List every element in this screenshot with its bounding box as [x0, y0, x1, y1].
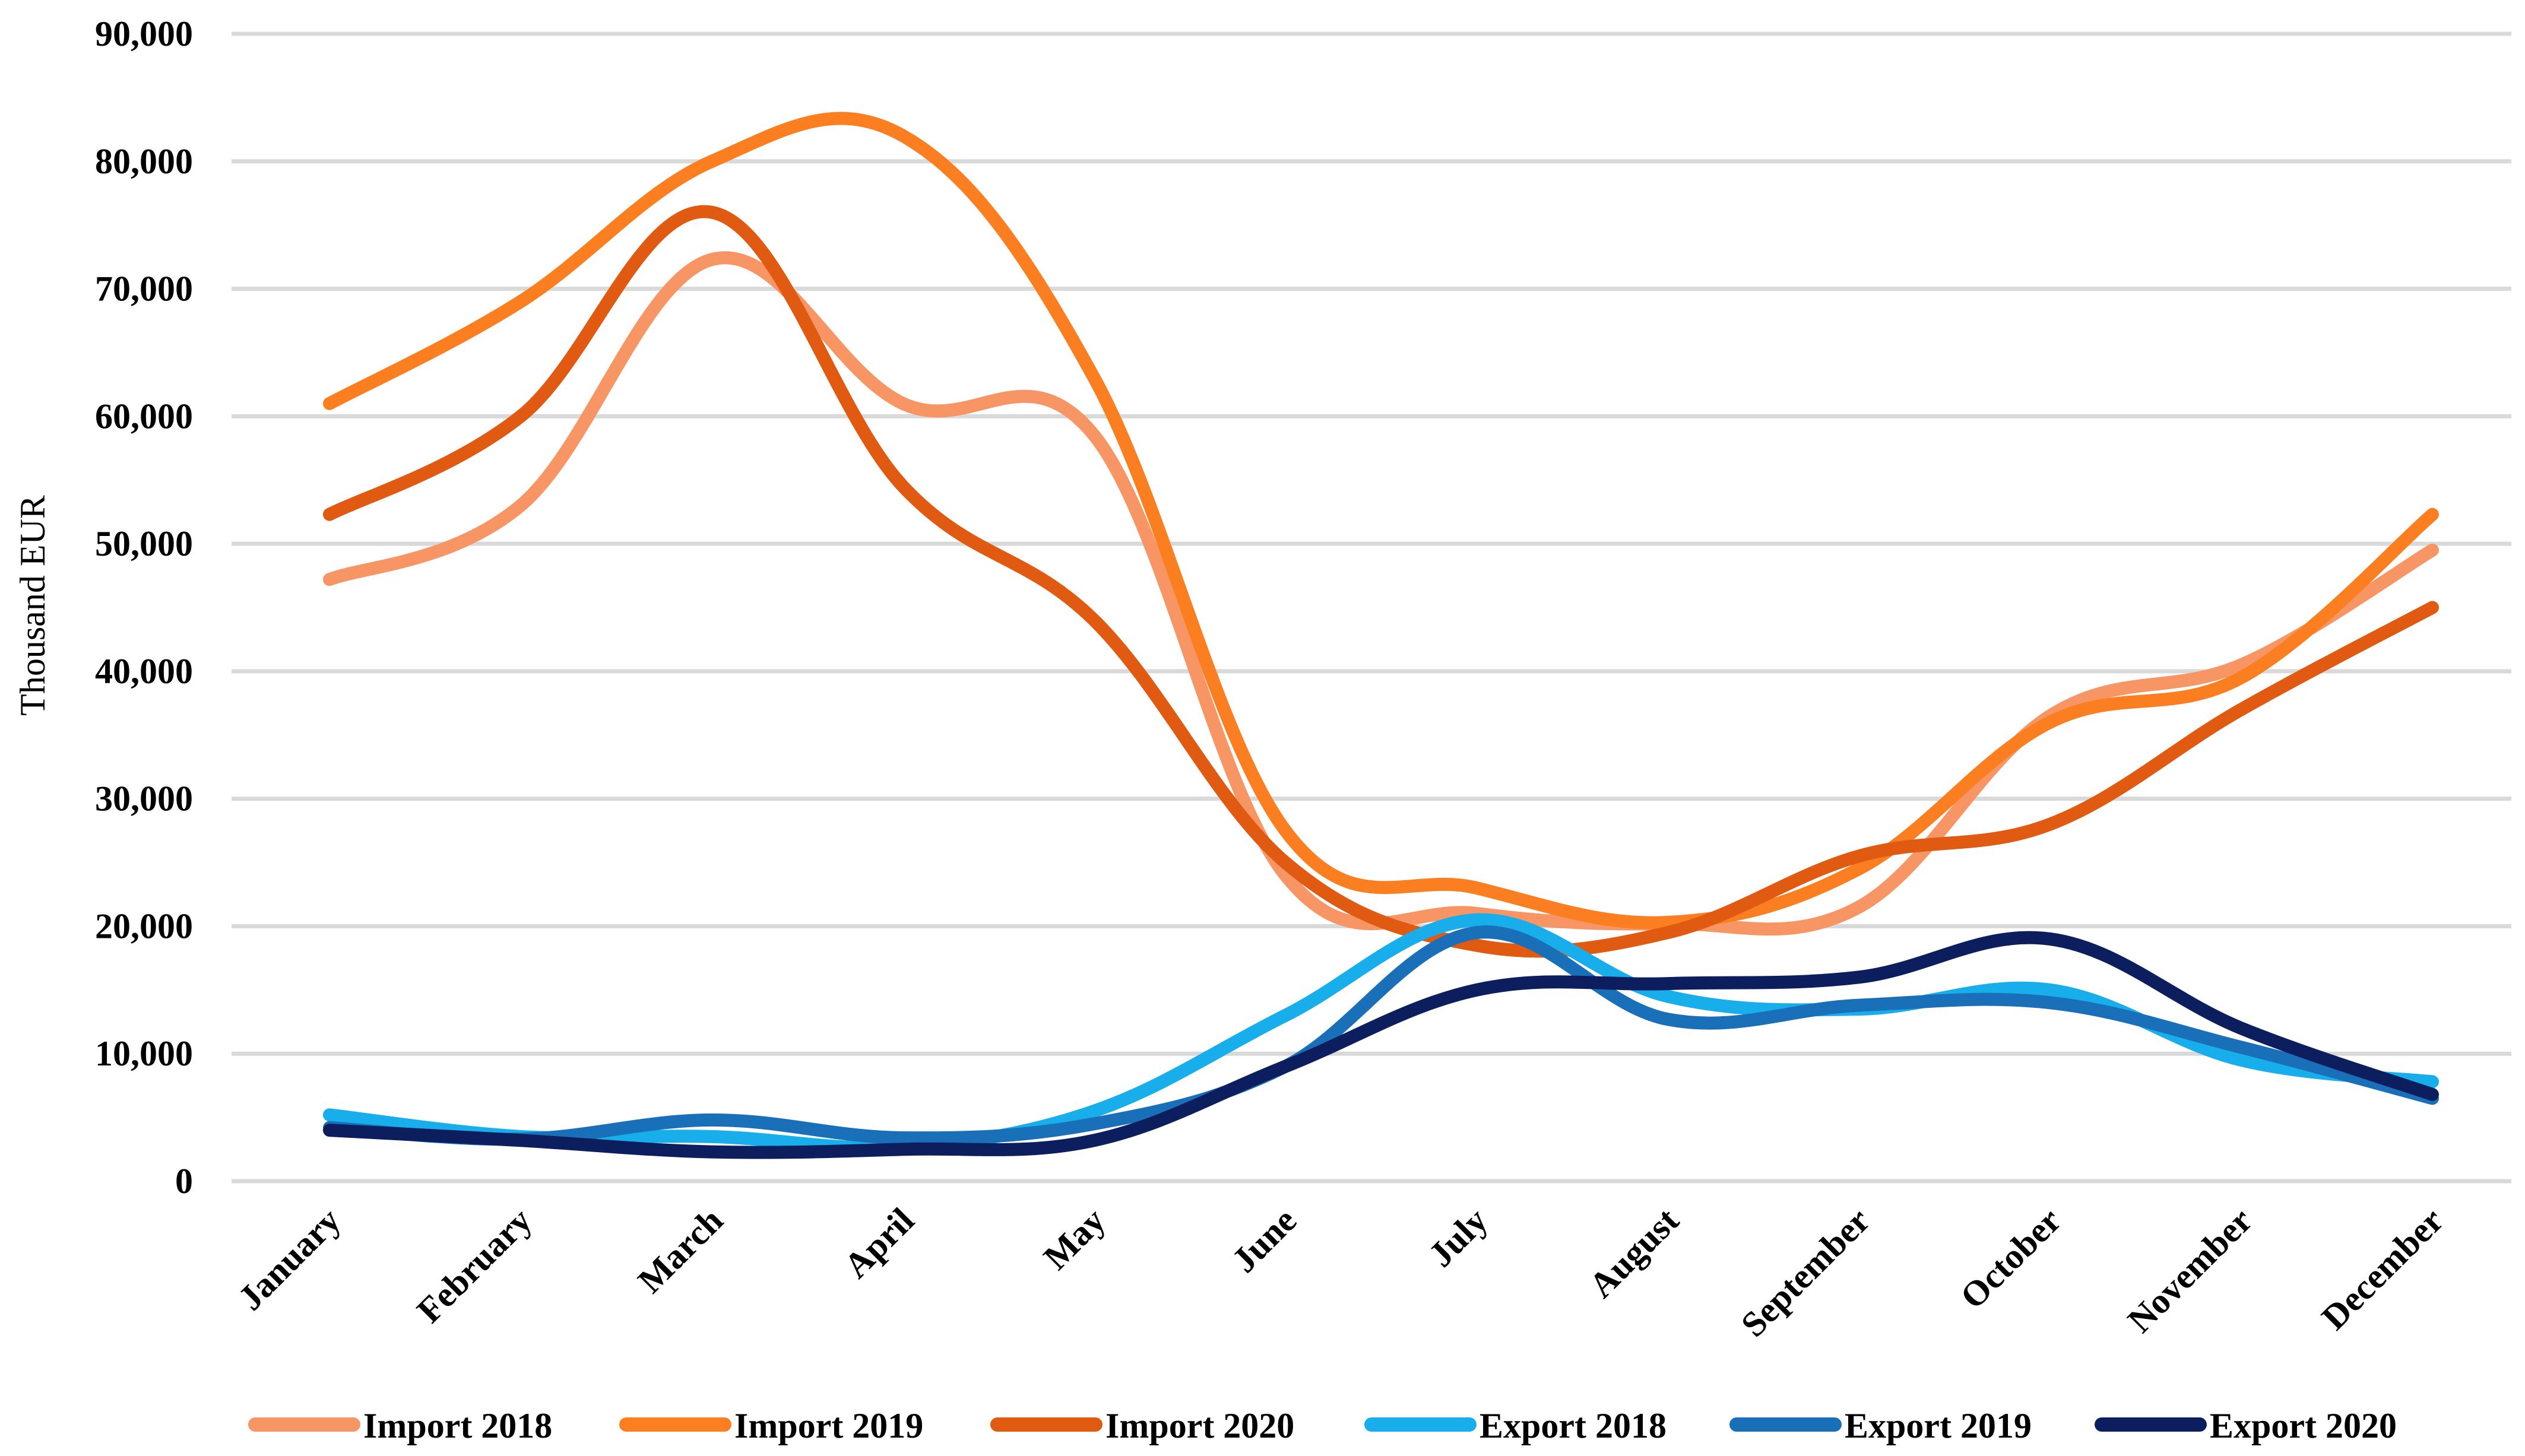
legend-label-import-2018: Import 2018 — [363, 1406, 552, 1445]
y-tick-label: 40,000 — [95, 652, 193, 691]
y-axis-ticks: 0 10,000 20,000 30,000 40,000 50,000 60,000 70,… — [95, 14, 193, 1201]
y-tick-label: 10,000 — [95, 1034, 193, 1073]
series-line-export-2020 — [323, 931, 2439, 1159]
y-tick-label: 70,000 — [95, 269, 193, 309]
x-tick-label: January — [231, 1201, 349, 1318]
x-tick-label: March — [631, 1201, 730, 1300]
legend-label-export-2018: Export 2018 — [1479, 1406, 1667, 1445]
x-axis-ticks: January February March April May June July Augu… — [231, 1201, 2451, 1344]
x-tick-label: November — [2120, 1201, 2260, 1340]
x-tick-label: December — [2314, 1201, 2451, 1337]
series-lines — [323, 112, 2439, 1159]
y-tick-label: 90,000 — [95, 14, 193, 53]
series-line-export-2018 — [323, 913, 2439, 1154]
series-line-import-2019 — [323, 112, 2439, 930]
y-tick-label: 30,000 — [95, 779, 193, 819]
series-line-export-2019 — [323, 925, 2439, 1146]
y-tick-label: 50,000 — [95, 524, 193, 563]
series-line-import-2018 — [323, 251, 2439, 936]
x-tick-label: February — [409, 1201, 539, 1331]
gridlines — [232, 31, 2511, 1184]
y-tick-label: 0 — [175, 1162, 193, 1201]
x-tick-label: May — [1036, 1201, 1113, 1277]
y-tick-label: 80,000 — [95, 142, 193, 181]
x-tick-label: April — [837, 1201, 921, 1286]
x-tick-label: June — [1224, 1201, 1304, 1280]
legend-label-import-2019: Import 2019 — [734, 1406, 923, 1445]
x-tick-label: October — [1953, 1201, 2068, 1317]
y-axis-title: Thousand EUR — [13, 495, 52, 716]
x-tick-label: August — [1582, 1201, 1686, 1305]
x-tick-label: September — [1734, 1201, 1877, 1344]
x-tick-label: July — [1421, 1201, 1495, 1274]
y-tick-label: 60,000 — [95, 396, 193, 436]
series-line-import-2020 — [323, 205, 2439, 958]
legend: Import 2018 Import 2019 Import 2020 Export … — [248, 1406, 2397, 1445]
legend-label-import-2020: Import 2020 — [1105, 1406, 1294, 1445]
y-tick-label: 20,000 — [95, 906, 193, 946]
legend-label-export-2019: Export 2019 — [1845, 1406, 2032, 1445]
legend-label-export-2020: Export 2020 — [2210, 1406, 2397, 1445]
